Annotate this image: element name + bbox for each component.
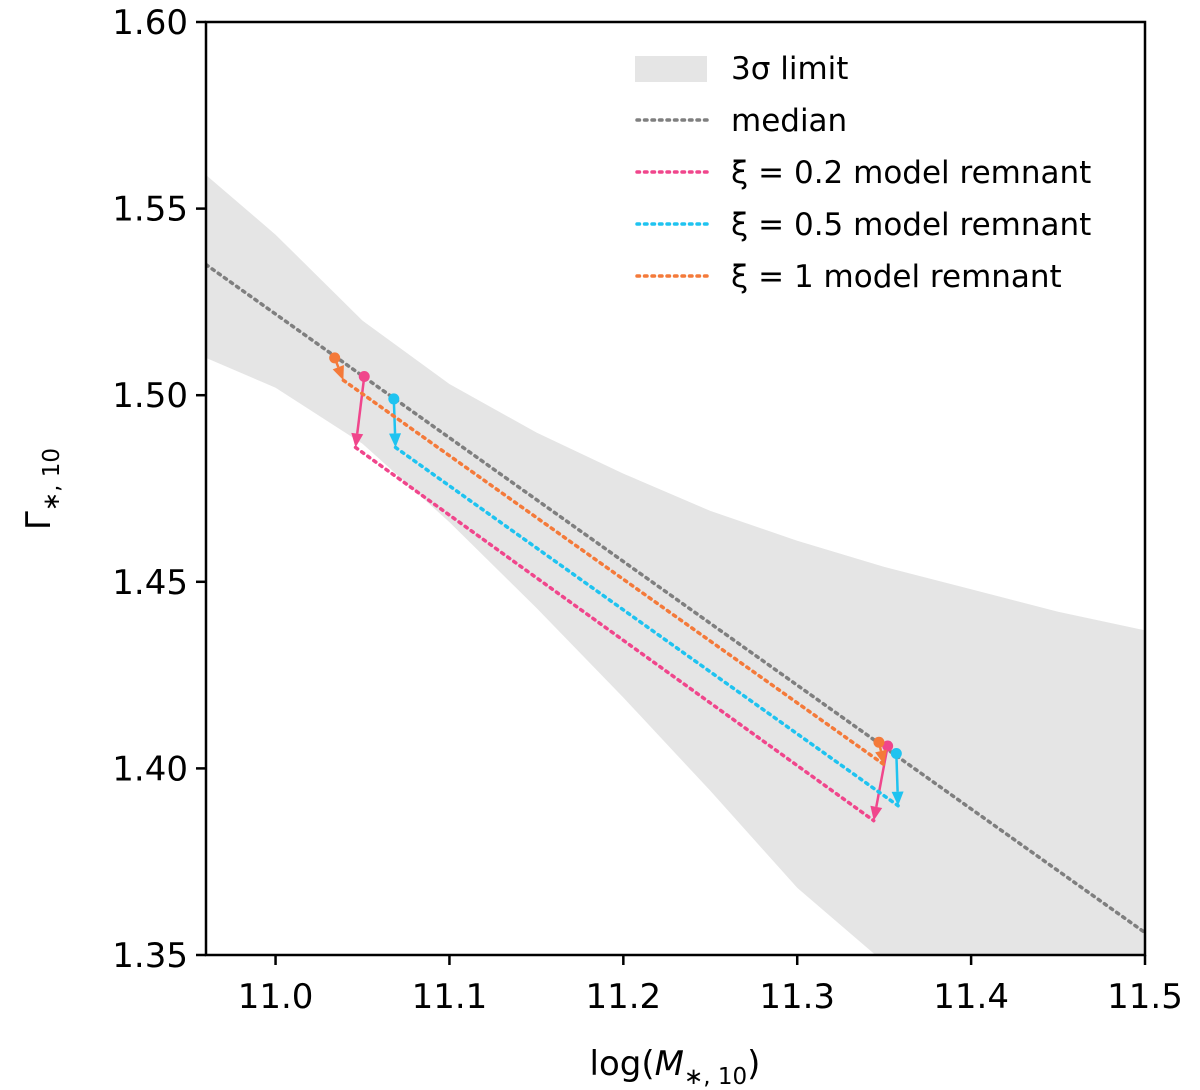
legend-label: ξ = 0.5 model remnant	[731, 207, 1091, 243]
x-axis-label: log(M∗, 10)	[590, 1044, 761, 1090]
shift-arrow-head	[875, 749, 887, 765]
progenitor-point	[388, 393, 400, 405]
y-tick-label: 1.60	[112, 3, 188, 43]
y-tick-label: 1.45	[112, 563, 188, 603]
x-tick-label: 11.1	[412, 977, 488, 1017]
x-tick-label: 11.5	[1107, 977, 1183, 1017]
series-xi_0_2	[351, 371, 894, 823]
x-tick-label: 11.0	[238, 977, 314, 1017]
shift-arrow-head	[351, 432, 364, 448]
x-tick-label: 11.2	[585, 977, 661, 1017]
y-tick-label: 1.35	[112, 936, 188, 976]
progenitor-point	[890, 747, 902, 759]
legend-label: ξ = 1 model remnant	[731, 259, 1062, 295]
progenitor-point	[358, 371, 370, 383]
plot-frame	[204, 20, 1147, 957]
remnant-line	[341, 378, 886, 767]
series-xi_0_5	[388, 393, 904, 808]
y-tick-label: 1.55	[112, 190, 188, 230]
plot-area	[206, 175, 1145, 955]
progenitor-point	[882, 740, 894, 752]
x-tick-label: 11.3	[759, 977, 835, 1017]
sigma-band	[206, 175, 1145, 955]
y-axis: 1.35 1.40 1.45 1.50 1.55 1.60	[112, 3, 206, 976]
x-tick-label: 11.4	[933, 977, 1009, 1017]
legend-label: 3σ limit	[731, 51, 848, 87]
shift-arrow-head	[389, 433, 402, 448]
series-xi_1	[329, 352, 887, 767]
median-line	[206, 262, 1145, 935]
shift-arrow-head	[870, 805, 883, 821]
progenitor-point	[329, 352, 341, 364]
shift-arrow-shaft	[875, 745, 889, 808]
legend: 3σ limit median ξ = 0.2 model remnant ξ = 0…	[635, 51, 1091, 295]
x-axis: 11.0 11.1 11.2 11.3 11.4 11.5	[238, 955, 1183, 1017]
remnant-line	[393, 445, 900, 808]
legend-swatch	[635, 56, 707, 82]
y-tick-label: 1.40	[112, 749, 188, 789]
y-axis-label: Γ∗, 10	[19, 448, 65, 530]
shift-arrow-shaft	[356, 376, 366, 434]
shift-arrow-head	[891, 791, 904, 806]
shift-arrow-shaft	[895, 753, 899, 792]
legend-label: median	[731, 103, 847, 139]
remnant-line	[353, 445, 876, 823]
legend-label: ξ = 0.2 model remnant	[731, 155, 1091, 191]
shift-arrow-head	[332, 365, 344, 381]
y-tick-label: 1.50	[112, 376, 188, 416]
progenitor-point	[873, 736, 885, 748]
